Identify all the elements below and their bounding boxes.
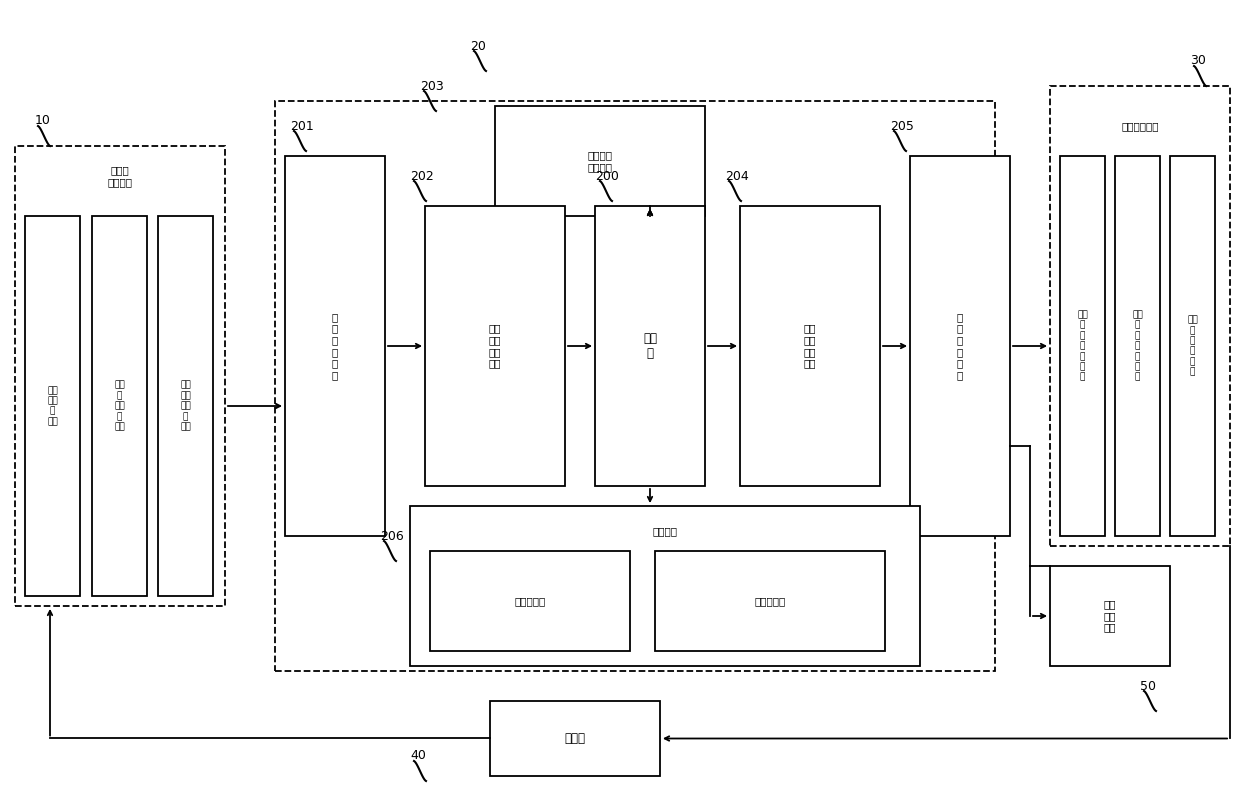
Text: 输入
电平
转换
电路: 输入 电平 转换 电路 [489, 323, 501, 368]
Text: 10: 10 [35, 114, 51, 127]
Bar [15, 146, 224, 606]
Text: 50: 50 [1140, 679, 1156, 692]
Bar [495, 106, 706, 216]
Text: 加工驱动电路: 加工驱动电路 [1121, 121, 1158, 131]
Text: 201: 201 [290, 119, 314, 132]
Bar [425, 206, 565, 486]
Bar [1050, 566, 1171, 666]
Text: 加工
台
伸缩
传
感器: 加工 台 伸缩 传 感器 [114, 380, 125, 431]
Bar [410, 506, 920, 666]
Text: 204: 204 [725, 169, 749, 182]
Bar [740, 206, 880, 486]
Text: 加工
冲
压
电
磁
阀: 加工 冲 压 电 磁 阀 [1187, 315, 1198, 376]
Text: 206: 206 [379, 530, 404, 542]
Text: 203: 203 [420, 80, 444, 93]
Bar [1171, 156, 1215, 536]
Bar [655, 551, 885, 651]
Bar [1060, 156, 1105, 536]
Text: 202: 202 [410, 169, 434, 182]
Text: 单片
机: 单片 机 [644, 332, 657, 360]
Bar [25, 216, 81, 596]
Text: 加工
台
伸
缩
电
磁
阀: 加工 台 伸 缩 电 磁 阀 [1132, 310, 1143, 382]
Text: 加工
台
夹
紧
电
磁
阀: 加工 台 夹 紧 电 磁 阀 [1078, 310, 1087, 382]
Bar [92, 216, 148, 596]
Text: 物料
检测
传
感器: 物料 检测 传 感器 [47, 386, 58, 426]
Text: 200: 200 [595, 169, 619, 182]
Text: 加工台
检测电路: 加工台 检测电路 [108, 165, 133, 187]
Text: 加工
上、
下限
传
感器: 加工 上、 下限 传 感器 [180, 380, 191, 431]
Bar [1115, 156, 1159, 536]
Bar [1050, 86, 1230, 546]
Text: 输
入
接
口
电
路: 输 入 接 口 电 路 [332, 312, 339, 380]
Text: 指示灯显示: 指示灯显示 [515, 596, 546, 606]
Bar [595, 206, 706, 486]
Bar [285, 156, 384, 536]
Bar [275, 101, 994, 671]
Text: 主令信号
输入电路: 主令信号 输入电路 [588, 150, 613, 172]
Text: 显示电路: 显示电路 [652, 526, 677, 536]
Bar [490, 701, 660, 776]
Bar [910, 156, 1011, 536]
Text: 数码管显示: 数码管显示 [754, 596, 786, 606]
Text: 输
出
接
口
电
路: 输 出 接 口 电 路 [957, 312, 963, 380]
Text: 加工台: 加工台 [564, 732, 585, 745]
Text: 加工
台指
示灯: 加工 台指 示灯 [1104, 600, 1116, 633]
Text: 40: 40 [410, 750, 425, 762]
Bar [430, 551, 630, 651]
Text: 205: 205 [890, 119, 914, 132]
Text: 30: 30 [1190, 55, 1205, 68]
Bar [157, 216, 213, 596]
Text: 20: 20 [470, 39, 486, 52]
Text: 输出
电平
转换
电路: 输出 电平 转换 电路 [804, 323, 816, 368]
